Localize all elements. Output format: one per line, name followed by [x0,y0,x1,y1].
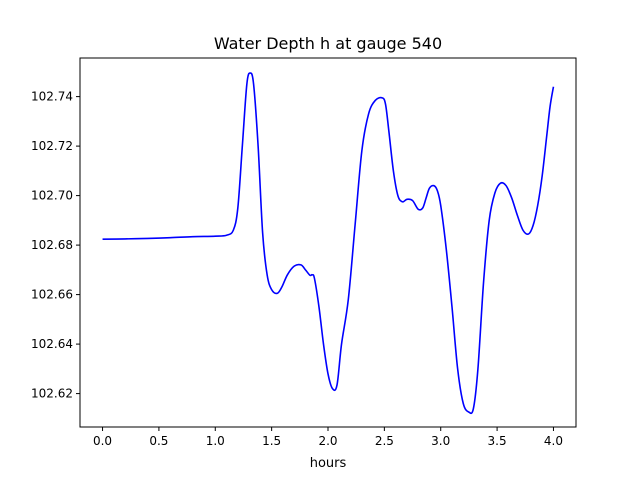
x-axis-label: hours [310,456,347,471]
x-axis: 0.0 0.5 1.0 1.5 2.0 2.5 3.0 3.5 4.0 [93,427,563,448]
y-tick-label: 102.74 [31,90,73,104]
y-tick-label: 102.72 [31,139,73,153]
y-axis: 102.62 102.64 102.66 102.68 102.70 102.72 102.… [31,90,80,401]
y-tick-label: 102.64 [31,337,73,351]
y-tick-label: 102.62 [31,387,73,401]
x-tick-label: 0.5 [149,434,168,448]
x-tick-label: 2.5 [375,434,394,448]
x-tick-label: 0.0 [93,434,112,448]
x-tick-label: 3.0 [431,434,450,448]
y-tick-label: 102.68 [31,238,73,252]
x-tick-label: 1.0 [206,434,225,448]
x-tick-label: 3.5 [488,434,507,448]
y-tick-label: 102.70 [31,189,73,203]
x-tick-label: 2.0 [318,434,337,448]
x-tick-label: 1.5 [262,434,281,448]
y-tick-label: 102.66 [31,288,73,302]
chart-title: Water Depth h at gauge 540 [214,34,442,53]
series-line [102,72,555,415]
x-tick-label: 4.0 [544,434,563,448]
plot-area [79,57,577,428]
